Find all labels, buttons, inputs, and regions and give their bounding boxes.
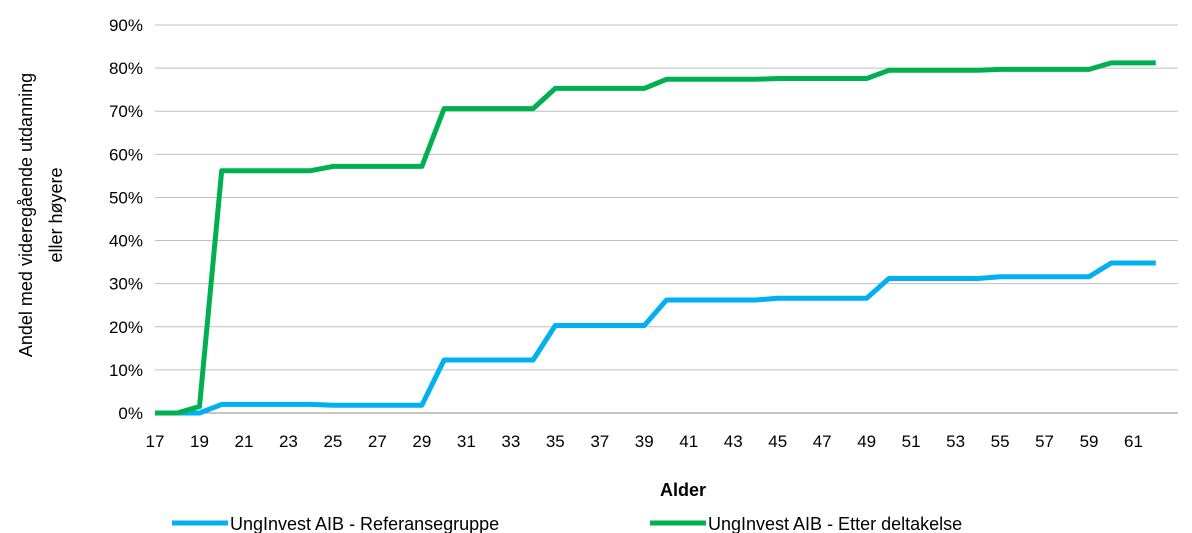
x-tick-label: 47 <box>813 432 832 451</box>
gridlines <box>155 24 1178 414</box>
y-tick-label: 10% <box>109 361 143 380</box>
x-axis-tick-labels: 17 19 21 23 25 27 29 31 33 35 37 39 41 43 45 47 49 51 53 55… <box>146 432 1143 451</box>
x-tick-label: 33 <box>501 432 520 451</box>
legend-label-referansegruppe: UngInvest AIB - Referansegruppe <box>230 514 499 533</box>
x-tick-label: 43 <box>724 432 743 451</box>
x-tick-label: 17 <box>146 432 165 451</box>
x-tick-label: 57 <box>1035 432 1054 451</box>
y-tick-label: 0% <box>118 404 143 423</box>
x-tick-label: 31 <box>457 432 476 451</box>
y-tick-label: 60% <box>109 145 143 164</box>
x-axis-title: Alder <box>660 480 706 500</box>
y-axis-title-line-1: Andel med videregående utdanning <box>16 73 36 357</box>
x-tick-label: 19 <box>190 432 209 451</box>
series-line-1 <box>155 60 1156 416</box>
y-axis-tick-labels: 0% 10% 20% 30% 40% 50% 60% 70% 80% 90% <box>109 16 143 423</box>
x-tick-label: 37 <box>590 432 609 451</box>
series-line-0 <box>155 260 1156 416</box>
y-tick-label: 20% <box>109 318 143 337</box>
y-tick-label: 30% <box>109 275 143 294</box>
x-tick-label: 21 <box>234 432 253 451</box>
legend-label-etter-deltakelse: UngInvest AIB - Etter deltakelse <box>708 514 962 533</box>
y-tick-label: 90% <box>109 16 143 35</box>
x-tick-label: 29 <box>412 432 431 451</box>
x-tick-label: 23 <box>279 432 298 451</box>
y-tick-label: 80% <box>109 59 143 78</box>
x-tick-label: 61 <box>1124 432 1143 451</box>
y-axis-title-line-2: eller høyere <box>46 167 66 262</box>
x-tick-label: 41 <box>679 432 698 451</box>
x-tick-label: 55 <box>991 432 1010 451</box>
x-tick-label: 25 <box>323 432 342 451</box>
x-tick-label: 39 <box>635 432 654 451</box>
x-tick-label: 49 <box>857 432 876 451</box>
y-tick-label: 70% <box>109 102 143 121</box>
x-tick-label: 51 <box>902 432 921 451</box>
x-tick-label: 27 <box>368 432 387 451</box>
legend: UngInvest AIB - Referansegruppe UngInves… <box>172 514 962 533</box>
y-tick-label: 40% <box>109 232 143 251</box>
data-series <box>155 60 1156 416</box>
x-tick-label: 59 <box>1080 432 1099 451</box>
x-tick-label: 45 <box>768 432 787 451</box>
x-tick-label: 35 <box>546 432 565 451</box>
x-tick-label: 53 <box>946 432 965 451</box>
y-tick-label: 50% <box>109 188 143 207</box>
